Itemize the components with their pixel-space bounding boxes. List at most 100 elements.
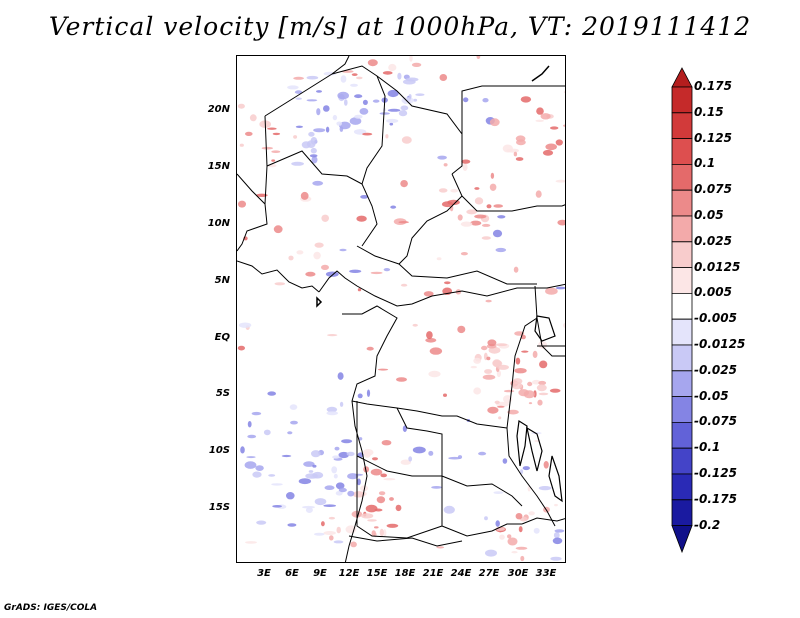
velocity-speckle <box>388 63 397 72</box>
lon-label-3e: 3E <box>257 568 271 579</box>
velocity-speckle <box>305 473 318 479</box>
velocity-speckle <box>503 389 515 393</box>
velocity-speckle <box>490 172 495 179</box>
velocity-speckle <box>518 526 523 533</box>
velocity-speckle <box>476 56 481 59</box>
velocity-speckle <box>470 365 477 369</box>
velocity-speckle <box>362 449 374 456</box>
velocity-speckle <box>308 470 314 473</box>
velocity-speckle <box>290 420 298 425</box>
velocity-speckle <box>340 75 347 83</box>
velocity-speckle <box>532 350 538 358</box>
velocity-speckle <box>298 478 312 485</box>
velocity-speckle <box>481 236 491 240</box>
velocity-speckle <box>486 356 491 361</box>
velocity-speckle <box>425 338 437 343</box>
velocity-speckle <box>271 483 283 486</box>
velocity-speckle <box>537 399 543 406</box>
velocity-speckle <box>339 401 344 407</box>
velocity-speckle <box>337 372 344 380</box>
lat-label-20n: 20N <box>207 104 230 115</box>
velocity-speckle <box>272 132 281 136</box>
velocity-speckle <box>246 456 256 459</box>
lon-label-12e: 12E <box>338 568 360 579</box>
velocity-speckle <box>484 369 493 374</box>
velocity-speckle <box>535 190 542 198</box>
velocity-speckle <box>540 113 551 120</box>
velocity-speckle <box>507 534 512 539</box>
lon-label-18e: 18E <box>394 568 416 579</box>
colorbar-tick-label: -0.125 <box>694 466 737 480</box>
velocity-speckle <box>314 532 325 536</box>
velocity-speckle <box>286 492 295 500</box>
velocity-speckle <box>311 450 321 458</box>
velocity-speckle <box>357 393 363 399</box>
velocity-speckle <box>261 146 273 150</box>
velocity-speckle <box>545 143 557 151</box>
velocity-speckle <box>514 368 527 374</box>
velocity-speckle <box>314 498 327 506</box>
velocity-speckle <box>370 271 383 275</box>
lon-label-27e: 27E <box>478 568 500 579</box>
velocity-speckle <box>415 93 425 96</box>
velocity-speckle <box>295 125 303 128</box>
velocity-speckle <box>486 204 492 209</box>
colorbar-segment <box>671 267 693 294</box>
colorbar-segment <box>671 112 693 139</box>
velocity-speckle <box>449 204 454 212</box>
velocity-speckle <box>513 151 518 157</box>
velocity-speckle <box>489 183 497 191</box>
velocity-speckle <box>382 71 393 75</box>
velocity-speckle <box>311 156 318 164</box>
velocity-speckle <box>436 257 442 261</box>
velocity-speckle <box>294 90 303 94</box>
velocity-speckle <box>515 546 528 550</box>
velocity-speckle <box>289 404 298 410</box>
velocity-speckle <box>323 504 336 508</box>
velocity-speckle <box>252 471 262 478</box>
velocity-speckle <box>338 487 347 493</box>
velocity-speckle <box>333 473 338 479</box>
velocity-speckle <box>522 466 530 471</box>
velocity-speckle <box>470 220 482 226</box>
velocity-speckle <box>521 350 529 353</box>
velocity-speckle <box>354 94 363 99</box>
lat-label-10s: 10S <box>208 445 230 456</box>
velocity-speckle <box>400 459 411 465</box>
velocity-speckle <box>402 425 407 433</box>
velocity-speckle <box>362 132 373 136</box>
colorbar-segment <box>671 189 693 217</box>
velocity-speckle <box>481 345 488 351</box>
velocity-speckle <box>247 434 257 439</box>
velocity-speckle <box>366 346 374 351</box>
velocity-speckle <box>487 339 497 347</box>
lat-label-15s: 15S <box>208 502 230 513</box>
lon-label-6e: 6E <box>285 568 299 579</box>
velocity-speckle <box>389 497 394 501</box>
velocity-speckle <box>481 223 491 227</box>
colorbar-segment <box>671 292 693 320</box>
velocity-speckle <box>405 77 419 82</box>
velocity-speckle <box>485 549 497 557</box>
colorbar-tick-label: 0.175 <box>694 79 732 93</box>
velocity-speckle <box>310 137 318 145</box>
velocity-speckle <box>325 271 339 277</box>
velocity-speckle <box>536 107 544 115</box>
velocity-speckle <box>474 187 480 190</box>
velocity-speckle <box>539 360 548 369</box>
velocity-speckle <box>413 98 418 102</box>
lat-label-eq: EQ <box>214 332 230 343</box>
velocity-speckle <box>443 393 447 397</box>
velocity-speckle <box>478 451 487 456</box>
colorbar-segment <box>671 396 693 423</box>
velocity-speckle <box>329 535 334 541</box>
velocity-speckle <box>461 159 471 164</box>
map-plot <box>237 56 565 562</box>
velocity-speckle <box>512 378 523 385</box>
velocity-speckle <box>450 188 458 193</box>
velocity-speckle <box>295 97 302 100</box>
velocity-speckle <box>306 75 319 80</box>
velocity-speckle <box>563 124 565 127</box>
velocity-speckle <box>527 381 533 387</box>
velocity-speckle <box>448 456 461 460</box>
